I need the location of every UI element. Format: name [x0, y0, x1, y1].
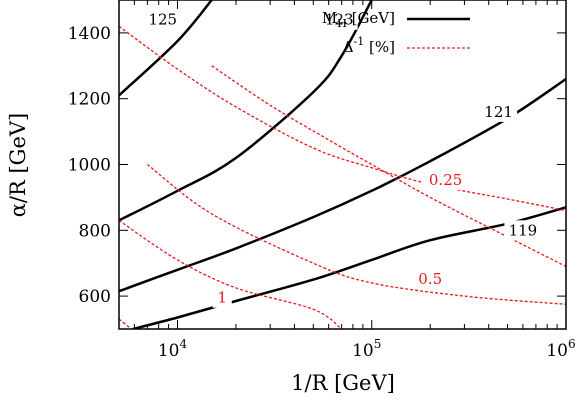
contour-label-bg: [144, 9, 182, 30]
mh-contour-119: [132, 206, 566, 329]
x-axis-title: 1/R [GeV]: [291, 371, 395, 395]
contour-label-bg: [212, 287, 232, 308]
legend-label-mh: MH [GeV]: [322, 9, 395, 30]
plot-frame: [118, 0, 567, 330]
delta-contour-0.25: [119, 25, 566, 212]
mh-contour-label-119: 119: [509, 221, 538, 239]
mh-contour-125: [119, 0, 213, 97]
contour-label-bg: [422, 169, 469, 190]
tick-labels: 104 105 106 600 800 1000 1200 1400: [68, 24, 576, 361]
delta-contour-0.5: [119, 219, 342, 329]
legend-label-delta: Δ-1 [%]: [343, 35, 395, 56]
x-tick-label: 104: [158, 337, 188, 361]
delta-contour-label-0.5: 0.5: [418, 270, 442, 288]
contour-label-bg: [504, 220, 542, 241]
y-tick-label: 1200: [68, 90, 111, 110]
y-axis-title: α/R [GeV]: [6, 113, 30, 218]
y-tick-label: 600: [79, 287, 111, 307]
legend: MH [GeV] Δ-1 [%]: [322, 9, 470, 56]
y-tick-label: 800: [79, 221, 111, 241]
mh-contour-121: [119, 77, 566, 293]
contour-label-bg: [320, 9, 358, 30]
series-layer: [119, 0, 566, 329]
axis-ticks: [119, 0, 567, 329]
x-tick-label: 106: [546, 337, 575, 361]
mh-contour-label-121: 121: [484, 103, 513, 121]
x-tick-label: 105: [352, 337, 381, 361]
contour-label-bg: [411, 268, 449, 289]
mh-contour-label-125: 125: [148, 11, 177, 29]
contour-label-bg: [480, 101, 518, 122]
delta-contour-unlabeled-8: [147, 163, 566, 305]
delta-contour-label-0.25: 0.25: [429, 171, 462, 189]
delta-contour-label-1: 1: [217, 289, 227, 307]
mh-contour-label-123: 123: [325, 11, 354, 29]
y-tick-label: 1400: [68, 24, 111, 44]
mh-contour-123: [119, 0, 373, 222]
contour-labels: 119 121 123 125 0.25 0.5 1: [144, 9, 542, 308]
y-tick-label: 1000: [68, 156, 111, 176]
